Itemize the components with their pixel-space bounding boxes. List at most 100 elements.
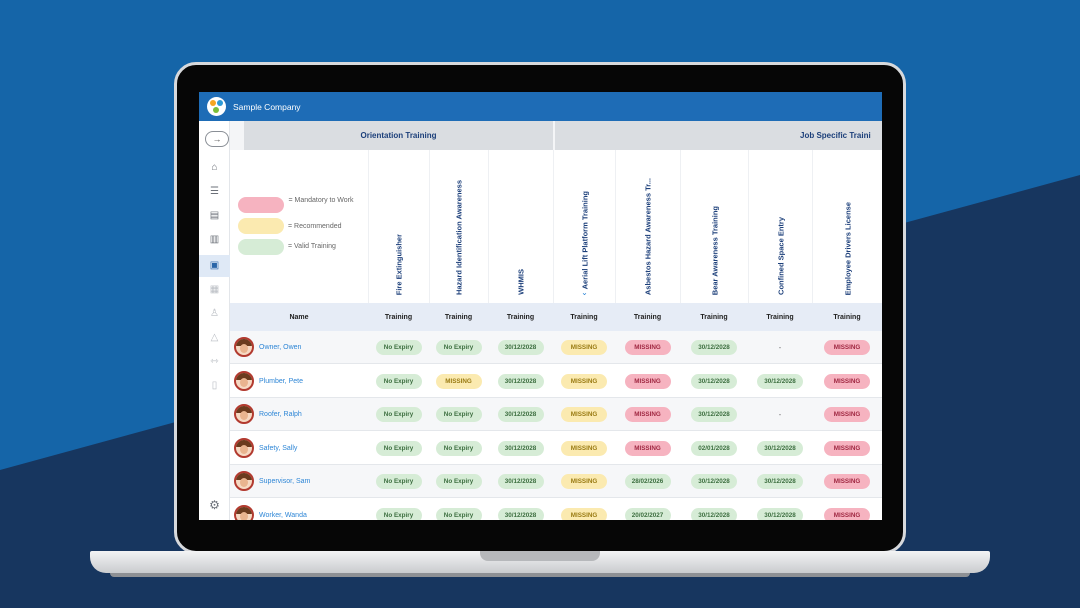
worker-icon[interactable]: ♙ bbox=[210, 308, 219, 319]
status-badge[interactable]: MISSING bbox=[561, 474, 607, 489]
status-badge[interactable]: 30/12/2028 bbox=[497, 373, 544, 389]
status-badge[interactable]: 30/12/2028 bbox=[497, 340, 544, 355]
status-badge[interactable]: No Expiry bbox=[375, 474, 422, 489]
status-badge[interactable]: 30/12/2028 bbox=[691, 474, 737, 489]
status-badge[interactable]: MISSING bbox=[624, 373, 671, 389]
status-badge[interactable]: No Expiry bbox=[375, 507, 422, 520]
employee-name-link[interactable]: Owner, Owen bbox=[259, 344, 302, 351]
status-badge[interactable]: 20/02/2027 bbox=[624, 507, 671, 520]
table-row[interactable]: Owner, Owen No Expiry No Expiry 30/12/2028 M… bbox=[230, 331, 882, 364]
status-badge[interactable]: 30/12/2028 bbox=[691, 407, 737, 422]
legend-label-recommended: = Recommended bbox=[288, 223, 342, 230]
column-header-label: Aerial Lift Platform Training bbox=[580, 190, 589, 289]
document-icon[interactable]: ▯ bbox=[211, 380, 218, 391]
table-row[interactable]: Plumber, Pete No Expiry MISSING 30/12/2028 M… bbox=[230, 365, 882, 398]
status-badge[interactable]: 30/12/2028 bbox=[757, 507, 803, 520]
status-badge[interactable]: MISSING bbox=[561, 340, 607, 355]
column-header[interactable]: WHMIS bbox=[488, 150, 553, 303]
employee-name-link[interactable]: Roofer, Ralph bbox=[259, 411, 302, 418]
building-icon[interactable]: ▦ bbox=[209, 284, 220, 295]
status-badge[interactable]: No Expiry bbox=[375, 373, 422, 389]
training-cell: MISSING bbox=[615, 398, 680, 431]
status-badge[interactable]: 30/12/2028 bbox=[497, 407, 544, 422]
header-name[interactable]: Name bbox=[289, 313, 309, 321]
header-training[interactable]: Training bbox=[570, 313, 598, 321]
status-badge[interactable]: MISSING bbox=[624, 407, 671, 422]
status-badge[interactable]: 30/12/2028 bbox=[691, 340, 737, 355]
status-badge[interactable]: 30/12/2028 bbox=[691, 373, 737, 389]
home-icon[interactable]: ⌂ bbox=[211, 162, 218, 173]
company-logo-icon[interactable] bbox=[207, 97, 226, 116]
employee-name-link[interactable]: Safety, Sally bbox=[259, 444, 298, 452]
status-badge[interactable]: No Expiry bbox=[375, 440, 422, 456]
status-badge[interactable]: MISSING bbox=[561, 373, 607, 389]
status-badge[interactable]: MISSING bbox=[435, 373, 482, 389]
employee-name-link[interactable]: Supervisor, Sam bbox=[259, 478, 311, 485]
column-header[interactable]: Confined Space Entry bbox=[748, 150, 812, 303]
sidebar-expand-button[interactable]: → bbox=[205, 131, 229, 147]
status-badge[interactable]: MISSING bbox=[824, 440, 870, 456]
header-training[interactable]: Training bbox=[833, 313, 861, 321]
employee-name-link[interactable]: Worker, Wanda bbox=[259, 511, 307, 519]
status-badge[interactable]: No Expiry bbox=[375, 407, 422, 422]
status-badge[interactable]: MISSING bbox=[624, 440, 671, 456]
status-badge[interactable]: No Expiry bbox=[435, 440, 482, 456]
status-badge[interactable]: MISSING bbox=[824, 340, 870, 355]
chevron-down-icon[interactable]: ⌄ bbox=[581, 288, 588, 297]
status-badge[interactable]: 30/12/2028 bbox=[757, 440, 803, 456]
table-row[interactable]: Supervisor, Sam No Expiry No Expiry 30/12/2… bbox=[230, 465, 882, 498]
training-cell: MISSING bbox=[812, 365, 882, 398]
training-cell: No Expiry bbox=[368, 331, 429, 364]
training-cell: MISSING bbox=[553, 465, 615, 498]
company-name[interactable]: Sample Company bbox=[233, 101, 301, 112]
status-badge[interactable]: 30/12/2028 bbox=[691, 507, 737, 520]
id-card-icon[interactable]: ▣ bbox=[199, 255, 230, 277]
status-badge[interactable]: No Expiry bbox=[435, 340, 482, 355]
header-training[interactable]: Training bbox=[633, 313, 662, 321]
training-cell: 30/12/2028 bbox=[488, 499, 553, 520]
status-badge[interactable]: MISSING bbox=[561, 440, 607, 456]
header-training[interactable]: Training bbox=[506, 313, 535, 321]
status-badge[interactable]: 30/12/2028 bbox=[757, 474, 803, 489]
checklist-icon[interactable]: ☰ bbox=[210, 186, 219, 197]
status-badge[interactable]: 30/12/2028 bbox=[497, 474, 544, 489]
table-row[interactable]: Safety, Sally No Expiry No Expiry 30/12/202… bbox=[230, 432, 882, 465]
column-header[interactable]: Employee Drivers License bbox=[812, 150, 882, 303]
table-row[interactable]: Roofer, Ralph No Expiry No Expiry 30/12/202… bbox=[230, 398, 882, 431]
warning-icon[interactable]: △ bbox=[210, 332, 219, 343]
status-badge[interactable]: No Expiry bbox=[375, 340, 422, 355]
gear-icon[interactable]: ⚙ bbox=[209, 498, 220, 512]
status-badge[interactable]: MISSING bbox=[824, 407, 870, 422]
table-row[interactable]: Worker, Wanda No Expiry No Expiry 30/12/202… bbox=[230, 499, 882, 520]
status-badge[interactable]: No Expiry bbox=[435, 507, 482, 520]
clipboard-icon[interactable]: ▤ bbox=[209, 210, 220, 221]
column-header[interactable]: Hazard Identification Awareness bbox=[429, 150, 488, 303]
header-training[interactable]: Training bbox=[700, 313, 728, 321]
status-badge[interactable]: MISSING bbox=[561, 507, 607, 520]
status-badge[interactable]: 02/01/2028 bbox=[691, 440, 737, 456]
status-badge[interactable]: MISSING bbox=[824, 507, 870, 520]
employee-name-link[interactable]: Plumber, Pete bbox=[259, 377, 303, 385]
empty-status[interactable]: - bbox=[778, 343, 782, 352]
header-training[interactable]: Training bbox=[384, 313, 413, 321]
books-icon[interactable]: ▥ bbox=[209, 234, 220, 245]
column-header[interactable]: Aerial Lift Platform Training ⌄ bbox=[553, 150, 615, 303]
status-badge[interactable]: No Expiry bbox=[435, 474, 482, 489]
column-header[interactable]: Fire Extinguisher bbox=[368, 150, 429, 303]
status-badge[interactable]: MISSING bbox=[561, 407, 607, 422]
header-training[interactable]: Training bbox=[766, 313, 794, 321]
empty-status[interactable]: - bbox=[778, 410, 782, 419]
header-training[interactable]: Training bbox=[444, 313, 473, 321]
status-badge[interactable]: No Expiry bbox=[435, 407, 482, 422]
status-badge[interactable]: 30/12/2028 bbox=[497, 440, 544, 456]
training-cell: 28/02/2026 bbox=[615, 465, 680, 498]
column-header[interactable]: Bear Awareness Training bbox=[680, 150, 748, 303]
status-badge[interactable]: 30/12/2028 bbox=[757, 373, 803, 389]
status-badge[interactable]: MISSING bbox=[824, 474, 870, 489]
measure-icon[interactable]: ⇿ bbox=[210, 356, 219, 367]
column-header[interactable]: Asbestos Hazard Awareness Tr... bbox=[615, 150, 680, 303]
status-badge[interactable]: MISSING bbox=[824, 373, 870, 389]
status-badge[interactable]: 30/12/2028 bbox=[497, 507, 544, 520]
status-badge[interactable]: 28/02/2026 bbox=[624, 474, 671, 489]
status-badge[interactable]: MISSING bbox=[624, 340, 671, 355]
